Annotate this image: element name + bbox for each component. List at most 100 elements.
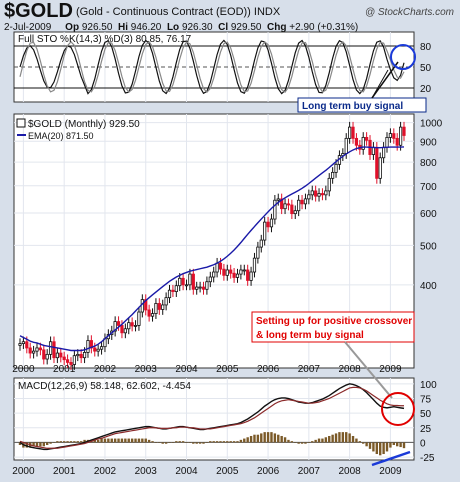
macd-histogram-bar (69, 441, 73, 443)
price-candle (385, 136, 389, 148)
macd-histogram-bar (103, 438, 107, 443)
price-candle (392, 133, 396, 139)
macd-histogram-bar (161, 442, 164, 444)
macd-histogram-bar (124, 438, 127, 443)
low-value: 926.30 (181, 22, 213, 33)
x-tick-label: 2000 (12, 466, 35, 477)
price-candle (348, 126, 352, 139)
price-candle (378, 157, 382, 179)
macd-histogram-bar (222, 441, 226, 443)
sto-y-tick: 80 (420, 42, 432, 53)
macd-y-tick: 0 (420, 438, 426, 449)
price-y-tick: 800 (420, 158, 437, 169)
price-candle (246, 269, 250, 281)
price-candle (167, 289, 172, 299)
price-candle (62, 356, 66, 361)
price-candle (82, 352, 87, 359)
macd-histogram-bar (66, 441, 69, 443)
macd-histogram-bar (151, 441, 154, 443)
macd-histogram-bar (321, 438, 324, 443)
price-candle (198, 286, 202, 289)
ema-line (19, 146, 405, 352)
price-candle (314, 190, 318, 197)
macd-histogram-bar (134, 438, 137, 443)
price-candle (280, 198, 284, 210)
buy-signal-circle (390, 44, 416, 70)
x-tick-label: 2005 (216, 466, 239, 477)
price-y-tick: 700 (420, 182, 437, 193)
price-candle (382, 146, 386, 159)
price-candle (25, 341, 29, 349)
macd-histogram-bar (331, 434, 334, 443)
setup-callout-box (251, 311, 415, 343)
price-candle (310, 190, 314, 196)
macd-histogram-bar (362, 442, 365, 444)
macd-histogram-bar (164, 442, 168, 444)
macd-x-axis: 2000 2001 2002 2003 2004 2005 2006 2007 2008 2009 (12, 466, 402, 477)
price-candle (273, 199, 277, 220)
price-candle (45, 353, 49, 360)
price-candle (137, 311, 141, 326)
price-candle (256, 246, 260, 259)
macd-histogram-bar (171, 442, 175, 443)
macd-histogram-bar (277, 434, 280, 443)
macd-histogram-bar (304, 442, 307, 444)
macd-histogram-bar (144, 438, 147, 443)
macd-histogram-bar (62, 441, 66, 443)
price-candle (324, 190, 328, 196)
price-candle (144, 299, 148, 311)
setup-callout-line1: Setting up for positive crossover (256, 316, 412, 327)
macd-histogram-bar (351, 435, 355, 443)
macd-histogram-bar (345, 432, 348, 443)
macd-histogram-bar (253, 434, 256, 443)
price-candle (205, 281, 209, 290)
macd-legend: MACD(12,26,9) 58.148, 62.602, -4.454 (18, 381, 191, 392)
sto-legend: Full STO %K(14,3) %D(3) 80.85, 76.17 (18, 34, 192, 45)
x-tick-label: 2003 (135, 364, 158, 375)
price-candle (59, 352, 63, 358)
x-tick-label: 2002 (94, 364, 117, 375)
macd-histogram-bar (141, 438, 144, 443)
macd-histogram-bar (100, 438, 103, 443)
price-candle (286, 203, 291, 206)
open-label: Op (65, 22, 80, 33)
price-candle (55, 352, 59, 359)
macd-histogram-bar (243, 438, 246, 443)
price-candle (127, 322, 131, 330)
price-candle (293, 210, 297, 215)
setup-callout-arrow (344, 341, 393, 399)
macd-histogram-bar (79, 441, 83, 443)
macd-histogram-bar (300, 442, 304, 444)
macd-histogram-bar (368, 442, 372, 449)
close-label: Cl (218, 22, 229, 33)
price-candle (283, 203, 287, 210)
price-candle (184, 284, 189, 287)
price-candle (123, 328, 127, 334)
price-candle (297, 199, 301, 212)
x-tick-label: 2008 (339, 364, 362, 375)
macd-histogram-bar (56, 441, 59, 443)
price-candle (93, 347, 97, 352)
macd-histogram-bar (392, 442, 396, 446)
macd-histogram-bar (147, 439, 151, 443)
price-candle (307, 194, 311, 200)
price-candle (252, 257, 257, 273)
price-candle (178, 277, 182, 287)
macd-histogram-bar (402, 442, 406, 449)
x-tick-label: 2006 (257, 364, 280, 375)
macd-histogram-bar (192, 442, 195, 444)
price-legend: $GOLD (Monthly) 929.50 (28, 119, 140, 130)
price-candle (99, 346, 104, 350)
price-candle (266, 221, 270, 228)
price-candle (130, 322, 134, 327)
price-candle (239, 269, 243, 275)
price-candle (133, 325, 138, 327)
macd-histogram-bar (158, 442, 161, 443)
macd-histogram-bar (178, 441, 181, 443)
price-candle (76, 353, 80, 357)
price-candle (225, 269, 229, 276)
macd-histogram-bar (399, 442, 402, 448)
macd-histogram-bar (209, 441, 212, 443)
macd-histogram-bar (120, 438, 124, 443)
macd-histogram-bar (324, 437, 328, 443)
